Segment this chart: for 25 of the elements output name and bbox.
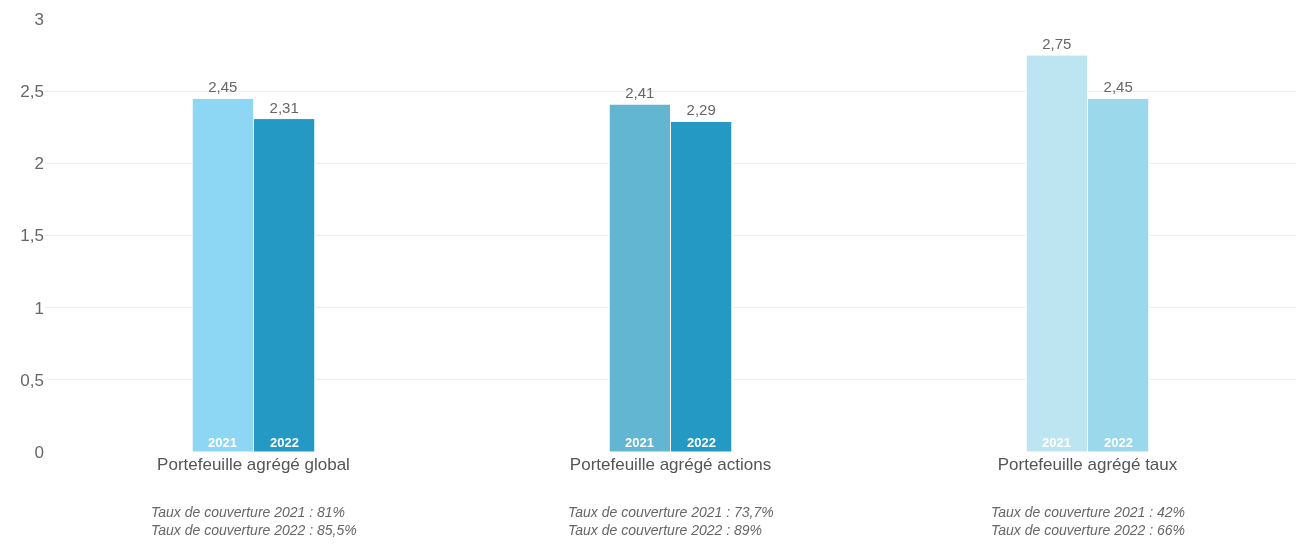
- text: 2021: [625, 435, 654, 450]
- y-tick-label: 3: [34, 9, 44, 29]
- text: Taux de couverture 2021 : 81% Taux de couverture 2022 : 85,5%: [151, 504, 357, 539]
- y-tick-label: 2: [34, 154, 44, 174]
- y-tick-label: 1,5: [20, 226, 44, 246]
- x-tick-label: Portefeuille agrégé global: [157, 455, 350, 474]
- data-label: 2,31: [269, 98, 299, 116]
- x-tick-label: Portefeuille agrégé taux: [997, 455, 1178, 474]
- y-tick-label: 2,5: [20, 82, 44, 102]
- text: Taux de couverture 2021 : 73,7% Taux de couverture 2022 : 89%: [568, 504, 774, 539]
- data-label: 2,45: [208, 78, 238, 96]
- x-tick-label: Portefeuille agrégé actions: [569, 455, 772, 474]
- y-tick-label: 0,5: [20, 370, 44, 390]
- y-tick-label: 1: [34, 298, 44, 318]
- data-label: 2,45: [1103, 78, 1133, 96]
- text: Taux de couverture 2021 : 42% Taux de couverture 2022 : 66%: [991, 504, 1186, 539]
- text: 2022: [1104, 435, 1133, 450]
- text: 2021: [1042, 435, 1071, 450]
- data-label: 2,75: [1042, 35, 1072, 53]
- series-label: 2021: [208, 435, 237, 450]
- series-label: 2022: [270, 435, 299, 450]
- text: 2022: [687, 435, 716, 450]
- data-label: 2,29: [686, 101, 716, 119]
- data-label: 2,41: [625, 84, 655, 102]
- y-tick-label: 0: [34, 442, 44, 462]
